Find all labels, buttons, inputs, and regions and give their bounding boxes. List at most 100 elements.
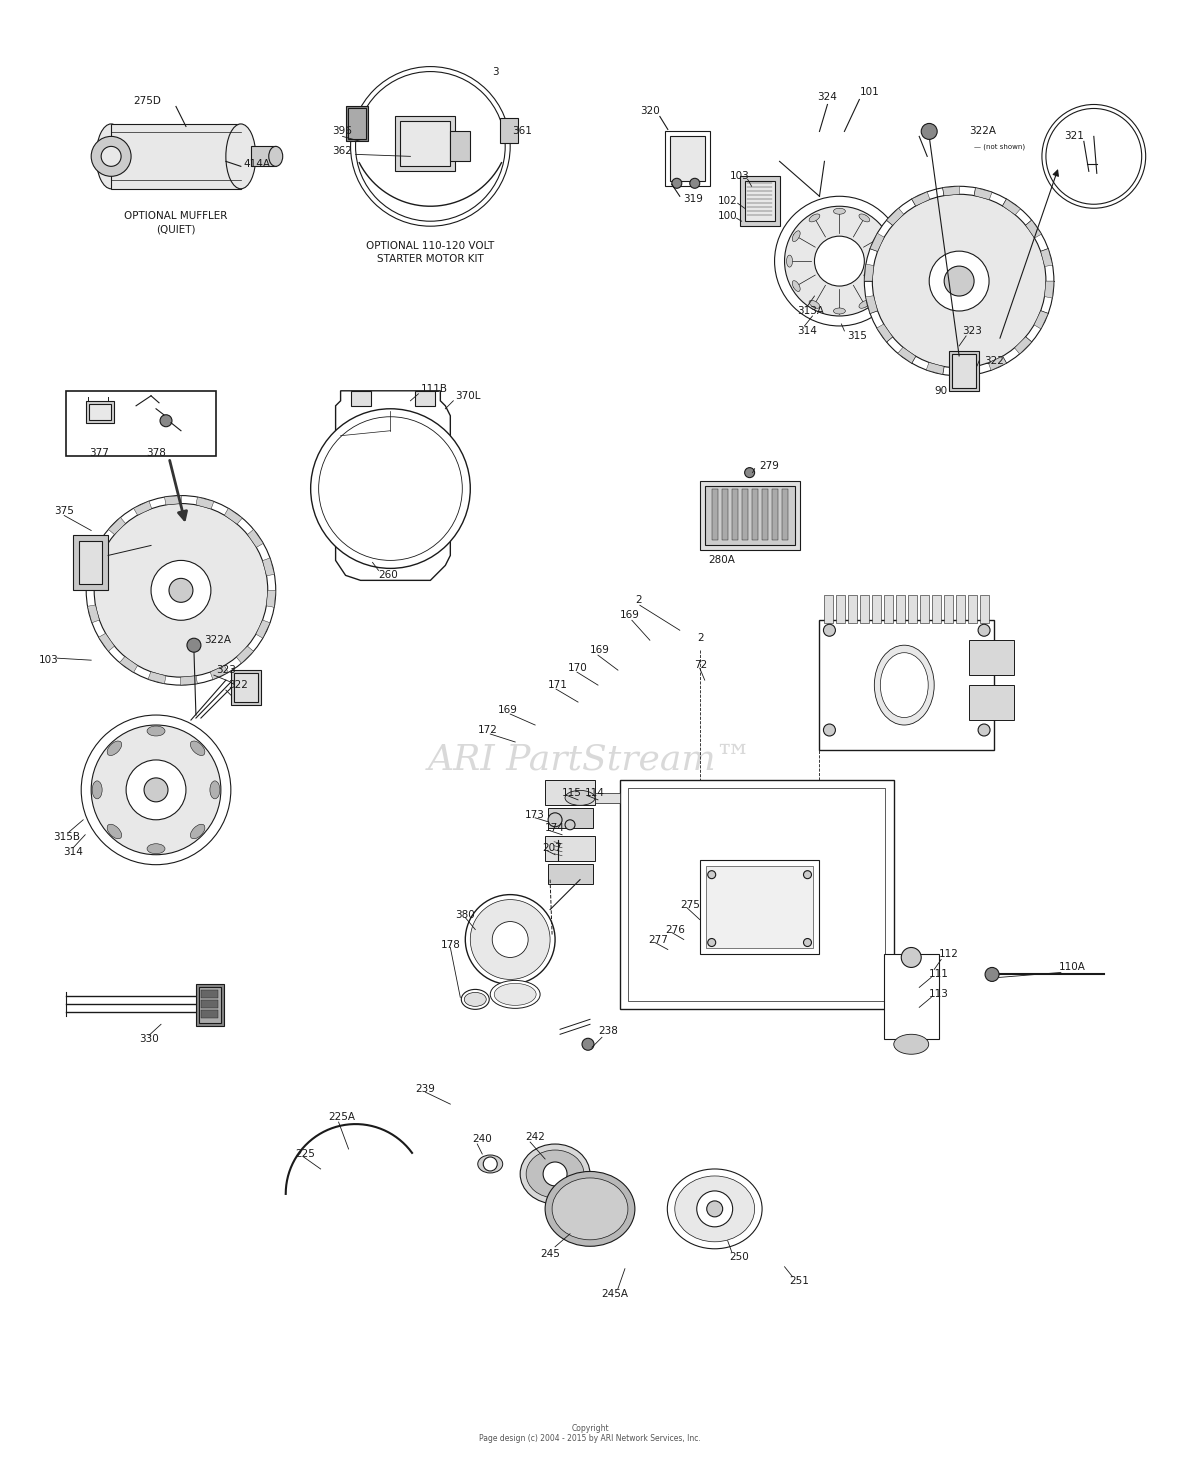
Ellipse shape [787, 255, 793, 267]
Polygon shape [119, 656, 138, 672]
Ellipse shape [478, 1155, 503, 1173]
Text: 260: 260 [379, 571, 398, 580]
Text: 280A: 280A [708, 555, 735, 565]
Polygon shape [1044, 280, 1054, 298]
Ellipse shape [886, 255, 892, 267]
Ellipse shape [833, 208, 845, 214]
Text: 100: 100 [717, 211, 738, 222]
Polygon shape [164, 496, 182, 505]
Bar [884, 596, 893, 624]
Text: 396: 396 [333, 126, 353, 137]
Bar [348, 109, 366, 139]
Bar [251, 147, 276, 166]
Polygon shape [1034, 311, 1048, 329]
Circle shape [471, 900, 550, 979]
Text: 322A: 322A [204, 636, 231, 646]
Bar [500, 119, 518, 144]
Circle shape [310, 408, 471, 568]
Bar [350, 390, 371, 405]
Ellipse shape [490, 981, 540, 1009]
Circle shape [1045, 109, 1142, 204]
Text: 2: 2 [635, 596, 642, 605]
Text: 275: 275 [680, 900, 700, 910]
Ellipse shape [269, 147, 283, 166]
Polygon shape [865, 264, 873, 280]
Ellipse shape [874, 646, 935, 725]
Text: 2: 2 [697, 633, 704, 643]
Circle shape [872, 194, 1045, 368]
Circle shape [565, 819, 575, 829]
Circle shape [671, 178, 682, 188]
Bar [752, 489, 758, 540]
Ellipse shape [520, 1144, 590, 1204]
Circle shape [824, 624, 835, 636]
Bar [897, 596, 905, 624]
Circle shape [492, 922, 529, 957]
Ellipse shape [148, 727, 165, 735]
Bar [451, 132, 471, 161]
Ellipse shape [526, 1149, 584, 1198]
Polygon shape [181, 675, 197, 686]
Circle shape [548, 813, 562, 826]
Polygon shape [262, 558, 275, 575]
Text: 225A: 225A [328, 1113, 355, 1122]
Text: 242: 242 [525, 1132, 545, 1142]
Circle shape [94, 504, 268, 677]
Text: Copyright
Page design (c) 2004 - 2015 by ARI Network Services, Inc.: Copyright Page design (c) 2004 - 2015 by… [479, 1424, 701, 1443]
Bar [415, 390, 435, 405]
Text: 250: 250 [729, 1252, 749, 1262]
Circle shape [929, 251, 989, 311]
Text: 315: 315 [847, 330, 867, 341]
Text: 172: 172 [478, 725, 498, 735]
Polygon shape [989, 357, 1007, 370]
Text: 321: 321 [1064, 132, 1083, 141]
Polygon shape [1041, 248, 1053, 267]
Circle shape [144, 778, 168, 802]
Circle shape [978, 624, 990, 636]
Circle shape [91, 725, 221, 854]
Text: 323: 323 [962, 326, 982, 336]
Bar [772, 489, 778, 540]
Bar [952, 354, 976, 388]
Bar [545, 835, 595, 860]
Bar [201, 991, 218, 998]
Text: 370L: 370L [455, 390, 480, 401]
Bar [548, 807, 594, 828]
Polygon shape [926, 363, 944, 374]
Bar [761, 489, 767, 540]
Text: 380: 380 [455, 910, 476, 919]
Bar [722, 489, 728, 540]
Bar [732, 489, 738, 540]
Text: STARTER MOTOR KIT: STARTER MOTOR KIT [376, 254, 484, 264]
Polygon shape [224, 508, 242, 524]
Text: 239: 239 [415, 1085, 435, 1094]
Ellipse shape [545, 1171, 635, 1246]
Circle shape [690, 178, 700, 188]
Text: 174: 174 [545, 822, 565, 832]
Polygon shape [877, 324, 892, 342]
Text: 240: 240 [472, 1135, 492, 1144]
Ellipse shape [809, 301, 820, 308]
Text: 110A: 110A [1058, 963, 1086, 972]
Bar [664, 132, 709, 186]
Bar [628, 788, 885, 1001]
Text: — (not shown): — (not shown) [975, 144, 1025, 150]
Polygon shape [210, 665, 229, 680]
Text: 112: 112 [939, 950, 959, 960]
Text: 245A: 245A [602, 1289, 629, 1299]
Bar [86, 401, 114, 423]
Text: 323: 323 [216, 665, 236, 675]
Polygon shape [109, 517, 125, 534]
Ellipse shape [675, 1176, 755, 1242]
Text: 169: 169 [590, 646, 610, 655]
Circle shape [814, 236, 865, 286]
Polygon shape [196, 498, 214, 509]
Polygon shape [148, 672, 166, 684]
Bar [79, 542, 103, 584]
Circle shape [824, 724, 835, 735]
Text: OPTIONAL MUFFLER: OPTIONAL MUFFLER [124, 211, 228, 222]
Polygon shape [86, 574, 96, 590]
Ellipse shape [464, 992, 486, 1007]
Bar [712, 489, 717, 540]
Bar [837, 596, 845, 624]
